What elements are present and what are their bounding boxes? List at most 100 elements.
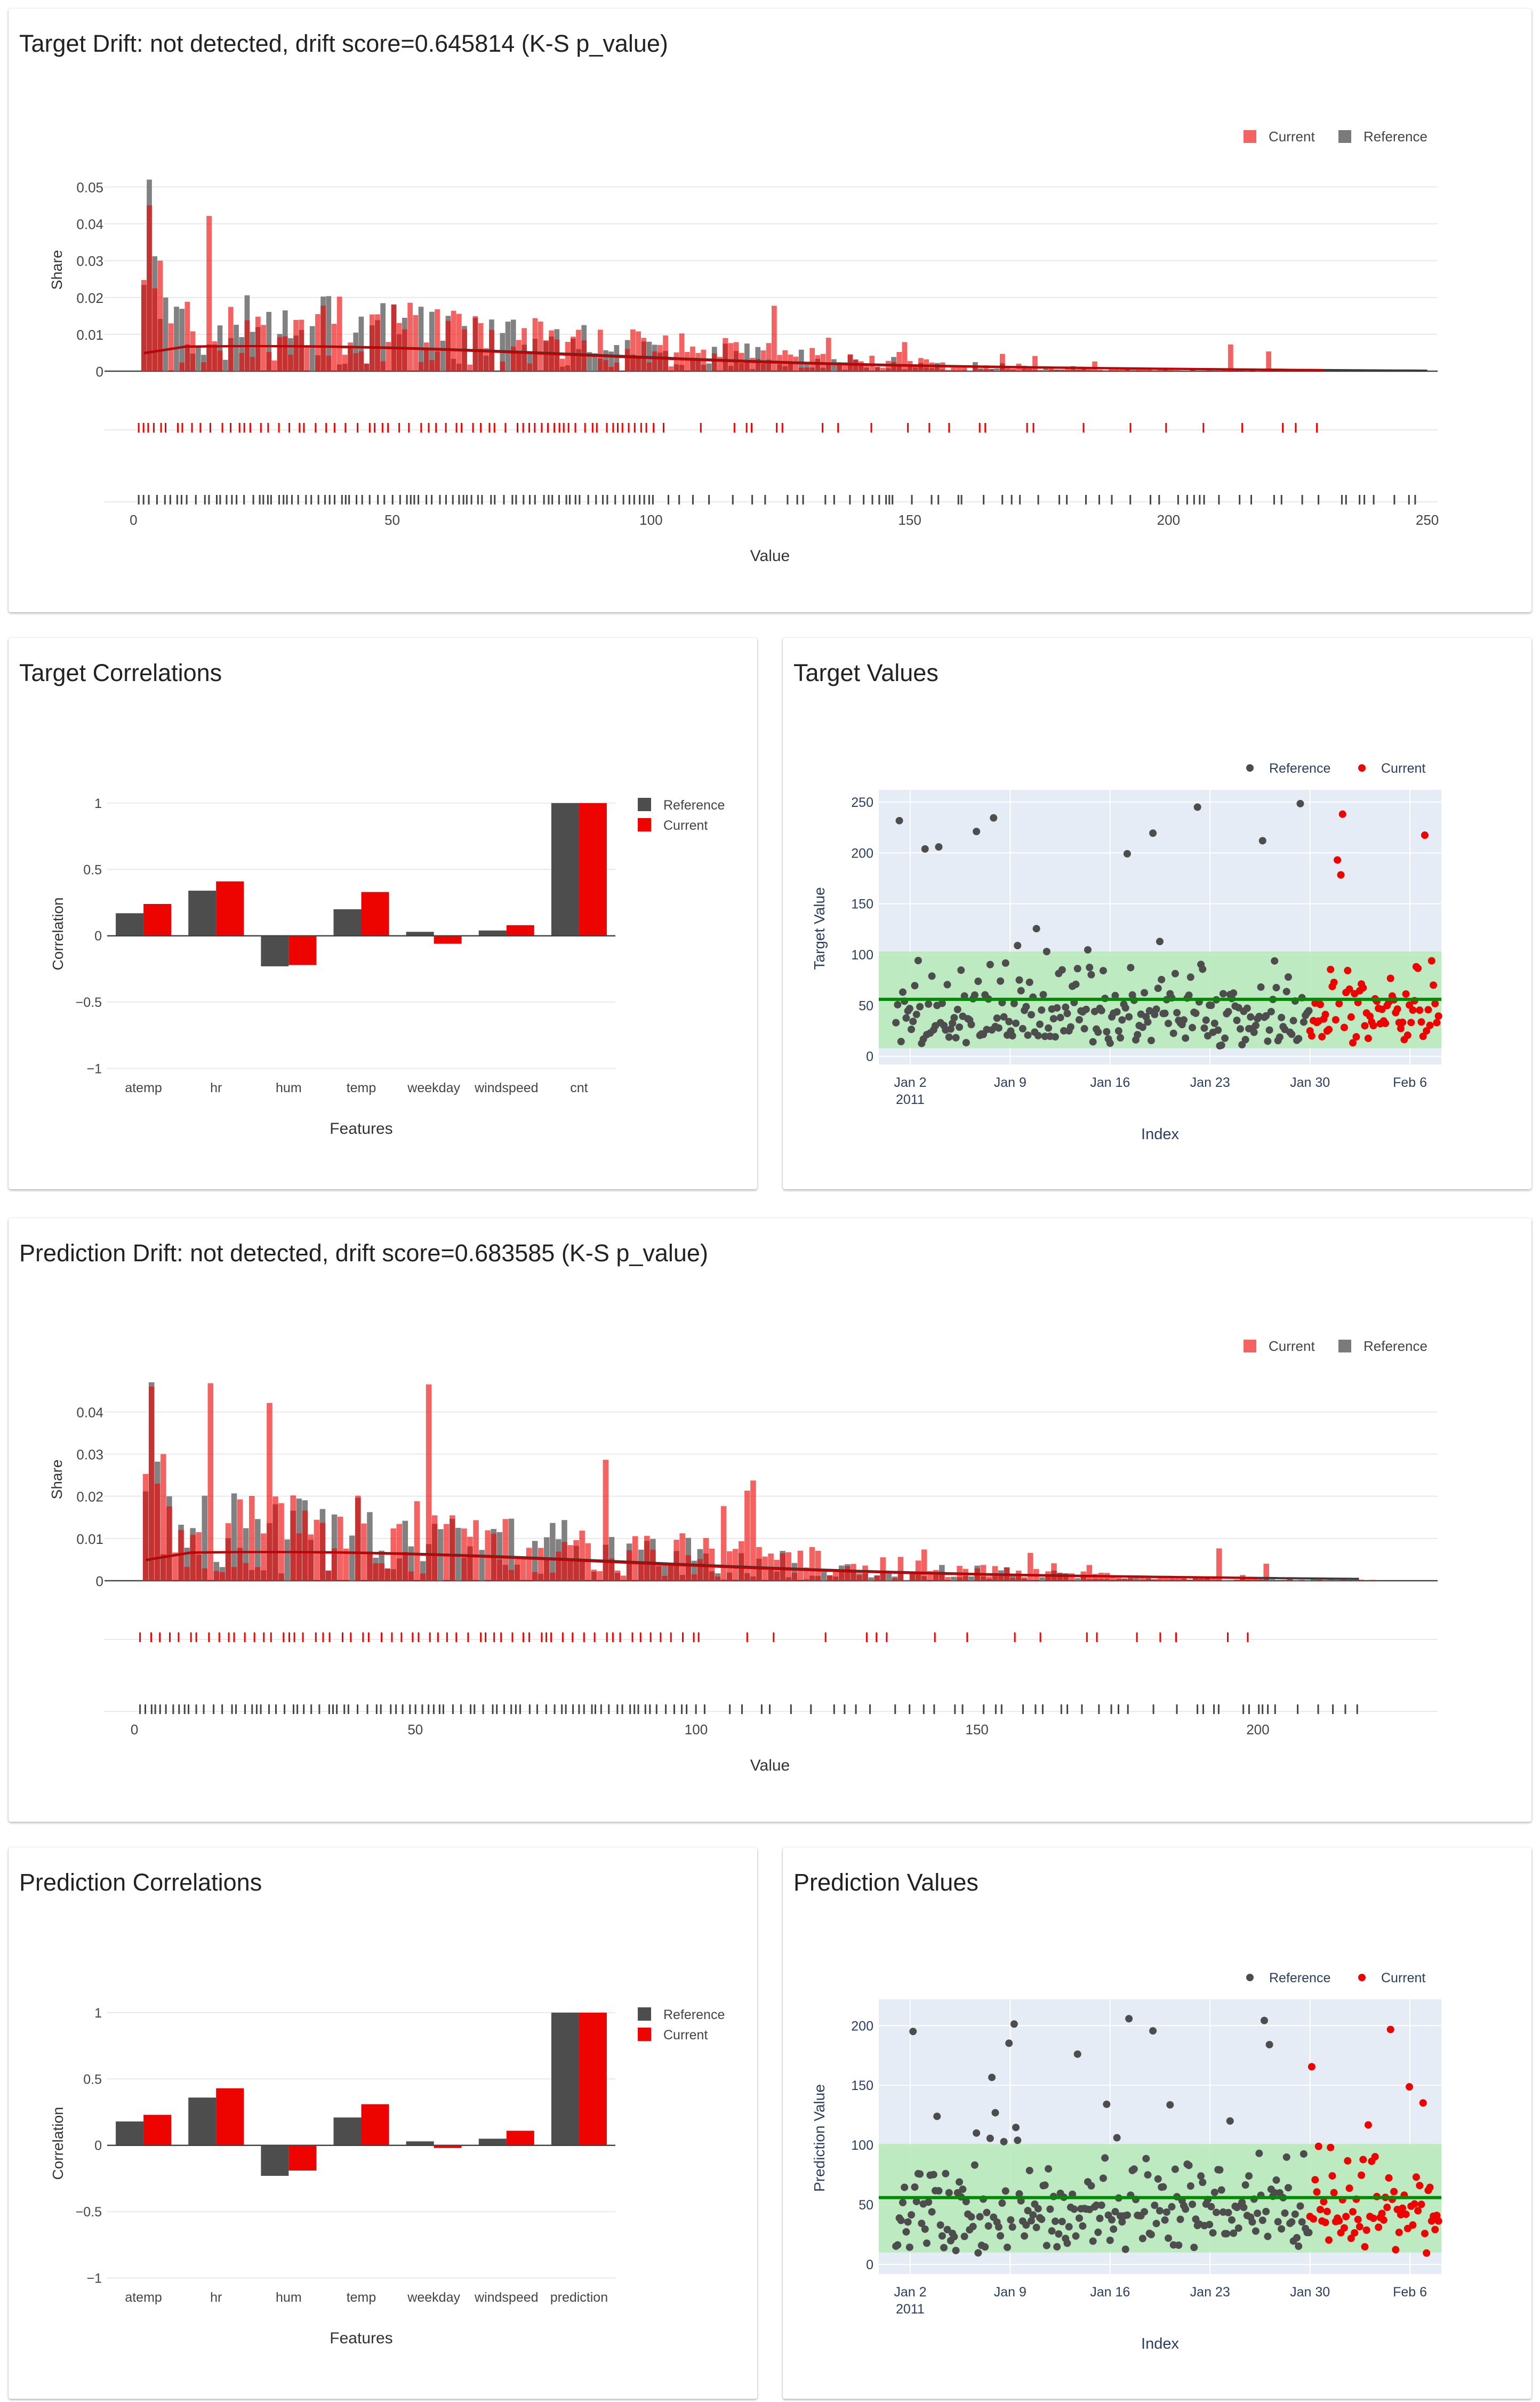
current-histogram-bar (190, 331, 196, 371)
y-tick-label: −1 (86, 2271, 102, 2286)
current-point (1313, 2188, 1321, 2196)
reference-point (1001, 2187, 1009, 2195)
current-histogram-bar (673, 352, 679, 371)
reference-histogram-bar (1269, 1579, 1276, 1581)
reference-point (943, 2225, 951, 2233)
x-tick-label: prediction (550, 2290, 608, 2305)
y-tick-label: 0.01 (76, 1531, 103, 1547)
reference-point (988, 2073, 996, 2081)
reference-point (1305, 2229, 1313, 2237)
reference-point (1284, 2184, 1292, 2192)
reference-histogram-bar (420, 1561, 426, 1581)
current-histogram-bar (391, 304, 397, 371)
current-histogram-bar (1192, 1579, 1199, 1581)
reference-point (921, 845, 929, 853)
reference-point (1127, 964, 1135, 972)
reference-point (1233, 1016, 1241, 1024)
current-histogram-bar (1168, 370, 1174, 371)
legend-reference-label: Reference (1269, 1971, 1330, 1985)
reference-histogram-bar (1039, 1577, 1045, 1581)
y-tick-label: 0 (866, 2257, 873, 2272)
reference-histogram-bar (1130, 370, 1136, 371)
current-histogram-bar (1287, 1579, 1293, 1581)
current-histogram-bar (478, 323, 484, 371)
current-histogram-bar (467, 364, 473, 371)
current-histogram-bar (1145, 1579, 1151, 1581)
current-histogram-bar (1181, 1578, 1187, 1581)
reference-histogram-bar (1009, 1574, 1016, 1581)
legend-reference-label: Reference (1269, 761, 1330, 776)
reference-point (960, 2232, 968, 2240)
current-histogram-bar (809, 1547, 815, 1581)
current-histogram-bar (314, 1519, 320, 1581)
reference-point (1300, 1018, 1308, 1026)
current-histogram-bar (325, 1570, 332, 1581)
current-histogram-bar (556, 1551, 562, 1581)
reference-histogram-bar (1222, 1580, 1228, 1581)
current-histogram-bar (803, 1567, 809, 1581)
current-histogram-bar (1128, 1578, 1134, 1581)
target-correlations-chart[interactable]: −1 −0.5 0 0.5 1 atemp hr hum temp weekday windspee… (9, 638, 757, 1189)
x-tick-label: windspeed (474, 2290, 539, 2305)
reference-point (911, 982, 919, 990)
x-tick-year-label: 2011 (896, 1092, 925, 1107)
current-point (1349, 1039, 1357, 1047)
target-values-chart[interactable]: 0 50 100 150 200 250 Jan 2 Jan 9 Jan 16 Jan 23 Jan… (783, 638, 1531, 1189)
prediction-correlations-chart[interactable]: −1 −0.5 0 0.5 1 atemp hr hum temp weekday windspee… (9, 1847, 757, 2399)
reference-point (1224, 2208, 1232, 2216)
current-histogram-bar (1174, 370, 1179, 371)
reference-point (1213, 2208, 1220, 2216)
current-histogram-bar (413, 315, 419, 371)
target-drift-chart[interactable]: 0 0.01 0.02 0.03 0.04 0.05 0 50 100 150 200 250 Valu… (9, 9, 1531, 612)
current-histogram-bar (302, 1510, 308, 1581)
reference-point (1121, 2245, 1129, 2253)
current-histogram-bar (1206, 370, 1212, 371)
current-point (1308, 1032, 1316, 1040)
current-histogram-bar (927, 1571, 933, 1581)
current-point (1423, 1027, 1431, 1035)
reference-histogram-bar (550, 1523, 556, 1581)
current-point (1433, 1019, 1441, 1027)
reference-point (1189, 2200, 1197, 2208)
x-tick-label: 200 (1246, 1722, 1269, 1738)
reference-point (1099, 967, 1107, 975)
current-corr-bar (143, 904, 172, 936)
reference-point (1025, 978, 1033, 986)
reference-point (1096, 2214, 1104, 2222)
current-histogram-bar (1322, 1580, 1328, 1581)
reference-histogram-bar (886, 1573, 892, 1581)
current-histogram-bar (733, 342, 739, 371)
current-histogram-bar (562, 1542, 567, 1581)
current-histogram-bar (255, 1567, 261, 1581)
legend-current-label: Current (663, 818, 708, 833)
current-histogram-bar (369, 314, 375, 371)
current-point (1327, 965, 1335, 973)
current-histogram-bar (243, 1563, 249, 1581)
y-tick-label: 0 (96, 364, 103, 380)
current-histogram-bar (152, 288, 158, 371)
x-axis-title: Index (1141, 1126, 1179, 1143)
prediction-values-chart[interactable]: 0 50 100 150 200 Jan 2 Jan 9 Jan 16 Jan 23 Jan 30… (783, 1847, 1531, 2399)
y-tick-label: 0 (96, 1573, 103, 1589)
current-point (1375, 2223, 1383, 2231)
reference-point (1045, 2165, 1053, 2173)
reference-point (1262, 1012, 1270, 1020)
current-corr-bar (216, 2088, 244, 2145)
reference-point (1278, 1013, 1286, 1021)
prediction-drift-chart[interactable]: 0 0.01 0.02 0.03 0.04 0 50 100 150 200 Value Share C… (9, 1218, 1531, 1822)
y-tick-label: 0.04 (76, 1404, 103, 1420)
current-point (1416, 2182, 1424, 2190)
reference-histogram-bar (1134, 1576, 1140, 1581)
reference-point (947, 1025, 955, 1033)
current-histogram-bar (168, 323, 174, 371)
x-tick-label: 250 (1416, 512, 1439, 528)
current-point (1330, 2189, 1338, 2197)
current-histogram-bar (999, 354, 1005, 371)
current-histogram-bar (921, 1549, 927, 1581)
reference-point (933, 2112, 941, 2120)
prediction-drift-card: Prediction Drift: not detected, drift sc… (9, 1218, 1531, 1822)
current-histogram-bar (1070, 369, 1076, 371)
reference-point (902, 2228, 910, 2236)
reference-point (1288, 1030, 1296, 1038)
reference-point (1182, 2205, 1190, 2213)
